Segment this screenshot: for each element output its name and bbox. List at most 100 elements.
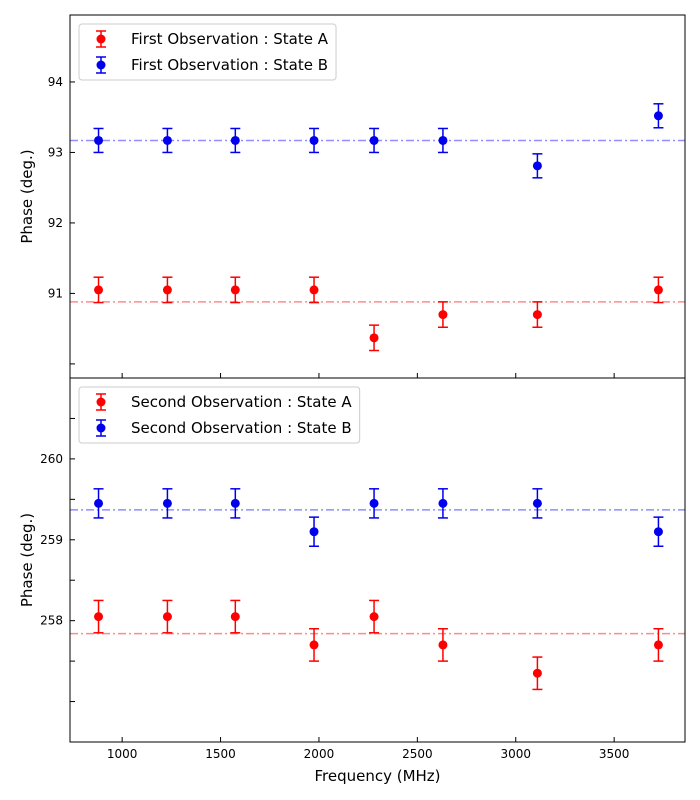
data-point xyxy=(437,127,448,154)
data-point xyxy=(162,127,173,154)
legend-marker xyxy=(96,423,106,433)
y-tick-label: 92 xyxy=(48,216,63,230)
point-marker xyxy=(94,285,104,295)
point-marker xyxy=(438,310,448,320)
data-point xyxy=(230,599,241,634)
point-marker xyxy=(230,612,240,622)
data-point xyxy=(93,488,104,519)
data-point xyxy=(532,153,543,179)
data-point xyxy=(532,301,543,329)
legend-label: First Observation : State B xyxy=(131,56,328,74)
x-tick-label: 3000 xyxy=(500,747,531,761)
point-marker xyxy=(94,498,104,508)
series-second-observation-state-a xyxy=(93,599,664,691)
y-axis-title: Phase (deg.) xyxy=(18,513,36,607)
y-tick-label: 91 xyxy=(48,286,63,300)
point-marker xyxy=(309,135,319,145)
data-point xyxy=(162,599,173,634)
point-marker xyxy=(309,527,319,537)
point-marker xyxy=(653,285,663,295)
point-marker xyxy=(230,498,240,508)
y-axis-title: Phase (deg.) xyxy=(18,149,36,243)
y-tick-label: 260 xyxy=(40,452,63,466)
legend-entry: First Observation : State B xyxy=(96,56,328,74)
legend-entry: First Observation : State A xyxy=(96,30,329,48)
legend-marker xyxy=(96,34,106,44)
series-second-observation-state-b xyxy=(93,488,664,547)
legend-entry: Second Observation : State B xyxy=(96,419,352,437)
point-marker xyxy=(369,498,379,508)
data-point xyxy=(93,276,104,304)
point-marker xyxy=(94,612,104,622)
data-point xyxy=(369,324,380,352)
point-marker xyxy=(369,135,379,145)
point-marker xyxy=(230,135,240,145)
y-tick-label: 258 xyxy=(40,614,63,628)
legend: First Observation : State A First Observa… xyxy=(78,23,337,81)
data-point xyxy=(309,276,320,304)
data-point xyxy=(309,516,320,547)
point-marker xyxy=(162,285,172,295)
legend-label: Second Observation : State A xyxy=(131,393,352,411)
point-marker xyxy=(369,333,379,343)
data-point xyxy=(437,628,448,662)
point-marker xyxy=(438,135,448,145)
legend-marker xyxy=(96,60,106,70)
legend-label: First Observation : State A xyxy=(131,30,329,48)
data-point xyxy=(369,127,380,154)
y-tick-label: 93 xyxy=(48,145,63,159)
point-marker xyxy=(653,640,663,650)
point-marker xyxy=(532,498,542,508)
data-point xyxy=(162,276,173,304)
point-marker xyxy=(653,111,663,121)
data-point xyxy=(93,127,104,154)
point-marker xyxy=(94,135,104,145)
legend-marker xyxy=(96,397,106,407)
legend-label: Second Observation : State B xyxy=(131,419,352,437)
series-first-observation-state-a xyxy=(93,276,664,352)
point-marker xyxy=(369,612,379,622)
point-marker xyxy=(653,527,663,537)
data-point xyxy=(230,127,241,154)
point-marker xyxy=(532,310,542,320)
point-marker xyxy=(532,668,542,678)
data-point xyxy=(653,103,664,129)
data-point xyxy=(162,488,173,519)
point-marker xyxy=(438,640,448,650)
data-point xyxy=(653,628,664,662)
x-tick-label: 2500 xyxy=(402,747,433,761)
data-point xyxy=(369,488,380,519)
legend-box xyxy=(78,386,361,444)
panel-first-observation: 91 92 93 94 Phase (deg.) First Observation : … xyxy=(18,14,686,379)
data-point xyxy=(437,301,448,329)
legend: Second Observation : State A Second Obser… xyxy=(78,386,361,444)
legend-box xyxy=(78,23,337,81)
x-tick-label: 1500 xyxy=(205,747,236,761)
data-point xyxy=(93,599,104,634)
x-tick-label: 1000 xyxy=(107,747,138,761)
y-tick-label: 94 xyxy=(48,75,63,89)
data-point xyxy=(653,276,664,304)
data-point xyxy=(230,276,241,304)
axes-frame xyxy=(69,377,686,743)
point-marker xyxy=(162,498,172,508)
data-point xyxy=(369,599,380,634)
data-point xyxy=(653,516,664,547)
point-marker xyxy=(230,285,240,295)
data-point xyxy=(532,488,543,519)
data-point xyxy=(437,488,448,519)
x-axis-title: Frequency (MHz) xyxy=(314,767,440,785)
x-tick-label: 3500 xyxy=(599,747,630,761)
data-point xyxy=(309,628,320,662)
data-point xyxy=(230,488,241,519)
point-marker xyxy=(162,612,172,622)
point-marker xyxy=(532,161,542,171)
data-point xyxy=(309,127,320,154)
point-marker xyxy=(309,640,319,650)
legend-entry: Second Observation : State A xyxy=(96,393,352,411)
point-marker xyxy=(162,135,172,145)
panel-second-observation: 258 259 260 1000 1500 2000 2500 3000 3500 Phase (… xyxy=(18,377,686,785)
data-point xyxy=(532,656,543,691)
y-tick-label: 259 xyxy=(40,533,63,547)
